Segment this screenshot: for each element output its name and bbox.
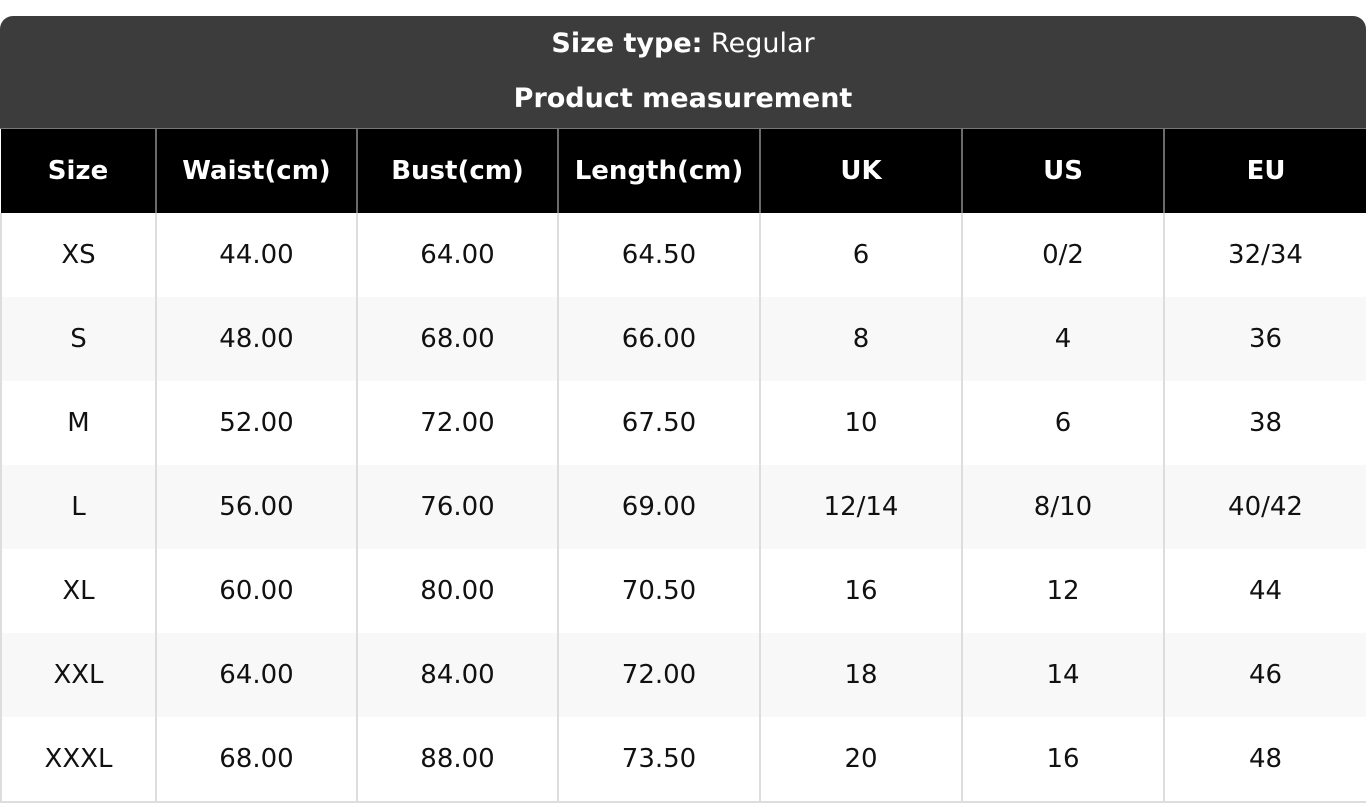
table-cell: 52.00	[155, 381, 357, 465]
table-cell: 76.00	[356, 465, 558, 549]
table-cell: 48.00	[155, 297, 357, 381]
table-row: XL 60.00 80.00 70.50 16 12 44	[0, 549, 1366, 633]
table-cell: 32/34	[1163, 213, 1366, 297]
table-cell: 6	[961, 381, 1164, 465]
table-cell: 72.00	[356, 381, 558, 465]
table-cell: 44.00	[155, 213, 357, 297]
size-type-label: Size type:	[551, 28, 703, 59]
size-type-value: Regular	[711, 28, 815, 59]
table-cell: 66.00	[557, 297, 760, 381]
table-cell: 64.00	[155, 633, 357, 717]
table-cell: 46	[1163, 633, 1366, 717]
table-cell: XS	[0, 213, 156, 297]
table-cell: XXL	[0, 633, 156, 717]
table-cell: 20	[759, 717, 962, 803]
table-cell: 16	[961, 717, 1164, 803]
table-cell: S	[0, 297, 156, 381]
table-cell: 48	[1163, 717, 1366, 803]
table-cell: 88.00	[356, 717, 558, 803]
table-cell: XL	[0, 549, 156, 633]
column-header-uk: UK	[759, 129, 962, 213]
size-chart-header: Size type: Regular Product measurement	[0, 16, 1366, 129]
table-cell: M	[0, 381, 156, 465]
table-cell: 8/10	[961, 465, 1164, 549]
table-cell: L	[0, 465, 156, 549]
table-cell: 44	[1163, 549, 1366, 633]
column-header-length-cm: Length(cm)	[557, 129, 760, 213]
table-cell: 16	[759, 549, 962, 633]
table-cell: 70.50	[557, 549, 760, 633]
table-cell: 84.00	[356, 633, 558, 717]
size-chart-card: Size type: Regular Product measurement S…	[0, 16, 1366, 804]
table-cell: XXXL	[0, 717, 156, 803]
table-cell: 69.00	[557, 465, 760, 549]
table-cell: 64.00	[356, 213, 558, 297]
table-cell: 6	[759, 213, 962, 297]
table-row: M 52.00 72.00 67.50 10 6 38	[0, 381, 1366, 465]
size-table: Size Waist(cm) Bust(cm) Length(cm) UK US EU XS…	[0, 129, 1366, 803]
table-row: XXXL 68.00 88.00 73.50 20 16 48	[0, 717, 1366, 803]
column-header-us: US	[961, 129, 1164, 213]
table-cell: 38	[1163, 381, 1366, 465]
product-measurement-title: Product measurement	[513, 83, 853, 114]
table-cell: 60.00	[155, 549, 357, 633]
table-cell: 36	[1163, 297, 1366, 381]
table-cell: 18	[759, 633, 962, 717]
table-cell: 72.00	[557, 633, 760, 717]
table-cell: 68.00	[356, 297, 558, 381]
table-cell: 40/42	[1163, 465, 1366, 549]
table-cell: 10	[759, 381, 962, 465]
table-header-row: Size Waist(cm) Bust(cm) Length(cm) UK US EU	[1, 129, 1366, 213]
table-cell: 14	[961, 633, 1164, 717]
table-row: S 48.00 68.00 66.00 8 4 36	[0, 297, 1366, 381]
column-header-size: Size	[1, 129, 156, 213]
table-cell: 56.00	[155, 465, 357, 549]
size-type: Size type: Regular	[0, 16, 1366, 61]
column-header-bust-cm: Bust(cm)	[356, 129, 558, 213]
table-cell: 12/14	[759, 465, 962, 549]
column-header-eu: EU	[1163, 129, 1366, 213]
table-cell: 80.00	[356, 549, 558, 633]
table-cell: 67.50	[557, 381, 760, 465]
table-cell: 73.50	[557, 717, 760, 803]
table-cell: 4	[961, 297, 1164, 381]
table-cell: 68.00	[155, 717, 357, 803]
table-cell: 0/2	[961, 213, 1164, 297]
table-row: XS 44.00 64.00 64.50 6 0/2 32/34	[0, 213, 1366, 297]
table-cell: 8	[759, 297, 962, 381]
table-cell: 64.50	[557, 213, 760, 297]
table-cell: 12	[961, 549, 1164, 633]
table-row: XXL 64.00 84.00 72.00 18 14 46	[0, 633, 1366, 717]
table-row: L 56.00 76.00 69.00 12/14 8/10 40/42	[0, 465, 1366, 549]
column-header-waist-cm: Waist(cm)	[155, 129, 357, 213]
